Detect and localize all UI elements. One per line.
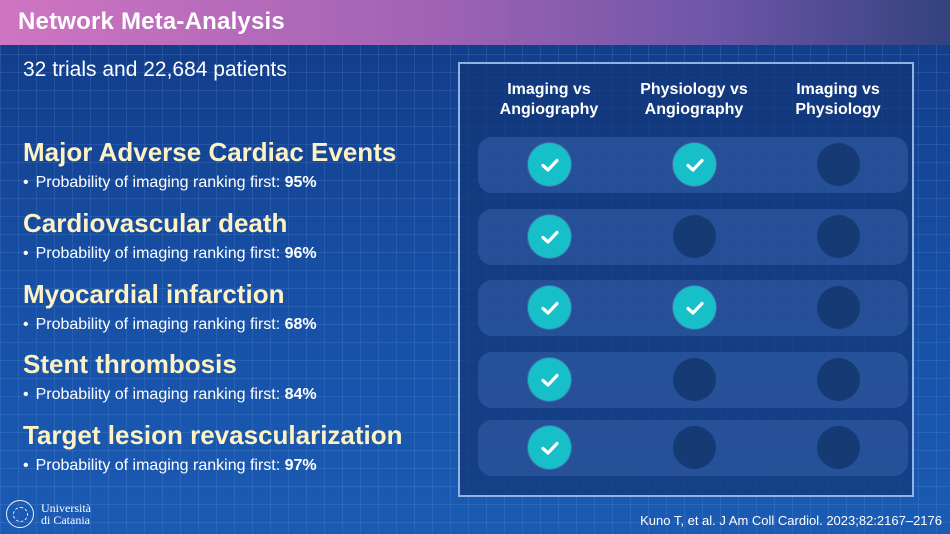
column-header-line: Physiology — [795, 101, 881, 118]
university-name-line: di Catania — [41, 513, 90, 527]
outcome-name: Target lesion revascularization — [23, 420, 403, 450]
citation: Kuno T, et al. J Am Coll Cardiol. 2023;8… — [640, 513, 942, 528]
result-row-cv-death — [478, 209, 908, 265]
probability-value: 95% — [284, 174, 317, 191]
outcome-probability: • Probability of imaging ranking first: 9… — [23, 174, 317, 191]
slide-title: Network Meta-Analysis — [18, 8, 285, 35]
check-circle-icon — [673, 143, 716, 186]
empty-circle-icon — [817, 358, 860, 401]
comparison-panel: Imaging vs Angiography Physiology vs Ang… — [458, 62, 914, 497]
outcome-mace: Major Adverse Cardiac Events • Probabilit… — [23, 137, 396, 192]
outcome-probability: • Probability of imaging ranking first: 9… — [23, 245, 317, 262]
empty-circle-icon — [817, 143, 860, 186]
check-circle-icon — [673, 286, 716, 329]
title-bar — [0, 0, 950, 45]
outcome-stent-thrombosis: Stent thrombosis • Probability of imaging… — [23, 349, 317, 404]
probability-label: Probability of imaging ranking first: — [35, 386, 285, 403]
outcome-probability: • Probability of imaging ranking first: 8… — [23, 386, 317, 403]
slide-subtitle: 32 trials and 22,684 patients — [23, 58, 287, 81]
column-header-line: Imaging vs — [796, 81, 880, 98]
column-header-imaging-vs-physiology: Imaging vs Physiology — [768, 80, 908, 120]
check-circle-icon — [528, 215, 571, 258]
probability-value: 84% — [284, 386, 317, 403]
probability-value: 96% — [284, 245, 317, 262]
outcome-probability: • Probability of imaging ranking first: 6… — [23, 316, 317, 333]
result-row-stent-thrombosis — [478, 352, 908, 408]
outcome-name: Stent thrombosis — [23, 349, 237, 379]
outcome-cv-death: Cardiovascular death • Probability of ima… — [23, 208, 317, 263]
column-header-line: Angiography — [644, 101, 744, 118]
empty-circle-icon — [817, 215, 860, 258]
outcome-mi: Myocardial infarction • Probability of im… — [23, 279, 317, 334]
outcome-name: Myocardial infarction — [23, 279, 285, 309]
university-seal-icon — [6, 500, 34, 528]
column-header-physiology-vs-angiography: Physiology vs Angiography — [624, 80, 764, 120]
result-row-mi — [478, 280, 908, 336]
column-header-line: Physiology vs — [640, 81, 748, 98]
outcome-probability: • Probability of imaging ranking first: 9… — [23, 457, 317, 474]
outcome-name: Major Adverse Cardiac Events — [23, 137, 397, 167]
result-row-tlr — [478, 420, 908, 476]
empty-circle-icon — [673, 215, 716, 258]
probability-label: Probability of imaging ranking first: — [35, 316, 285, 333]
university-name-line: Università — [41, 501, 91, 515]
column-header-imaging-vs-angiography: Imaging vs Angiography — [479, 80, 619, 120]
check-circle-icon — [528, 143, 571, 186]
probability-value: 68% — [284, 316, 317, 333]
check-circle-icon — [528, 426, 571, 469]
empty-circle-icon — [673, 358, 716, 401]
university-logo: Università di Catania — [6, 500, 91, 528]
empty-circle-icon — [817, 286, 860, 329]
university-name: Università di Catania — [41, 502, 91, 526]
probability-label: Probability of imaging ranking first: — [35, 174, 285, 191]
empty-circle-icon — [817, 426, 860, 469]
empty-circle-icon — [673, 426, 716, 469]
outcome-tlr: Target lesion revascularization • Probabi… — [23, 420, 403, 475]
column-header-line: Angiography — [499, 101, 599, 118]
probability-label: Probability of imaging ranking first: — [35, 245, 285, 262]
outcome-name: Cardiovascular death — [23, 208, 288, 238]
probability-label: Probability of imaging ranking first: — [35, 457, 285, 474]
check-circle-icon — [528, 286, 571, 329]
result-row-mace — [478, 137, 908, 193]
check-circle-icon — [528, 358, 571, 401]
probability-value: 97% — [284, 457, 317, 474]
column-header-line: Imaging vs — [507, 81, 591, 98]
